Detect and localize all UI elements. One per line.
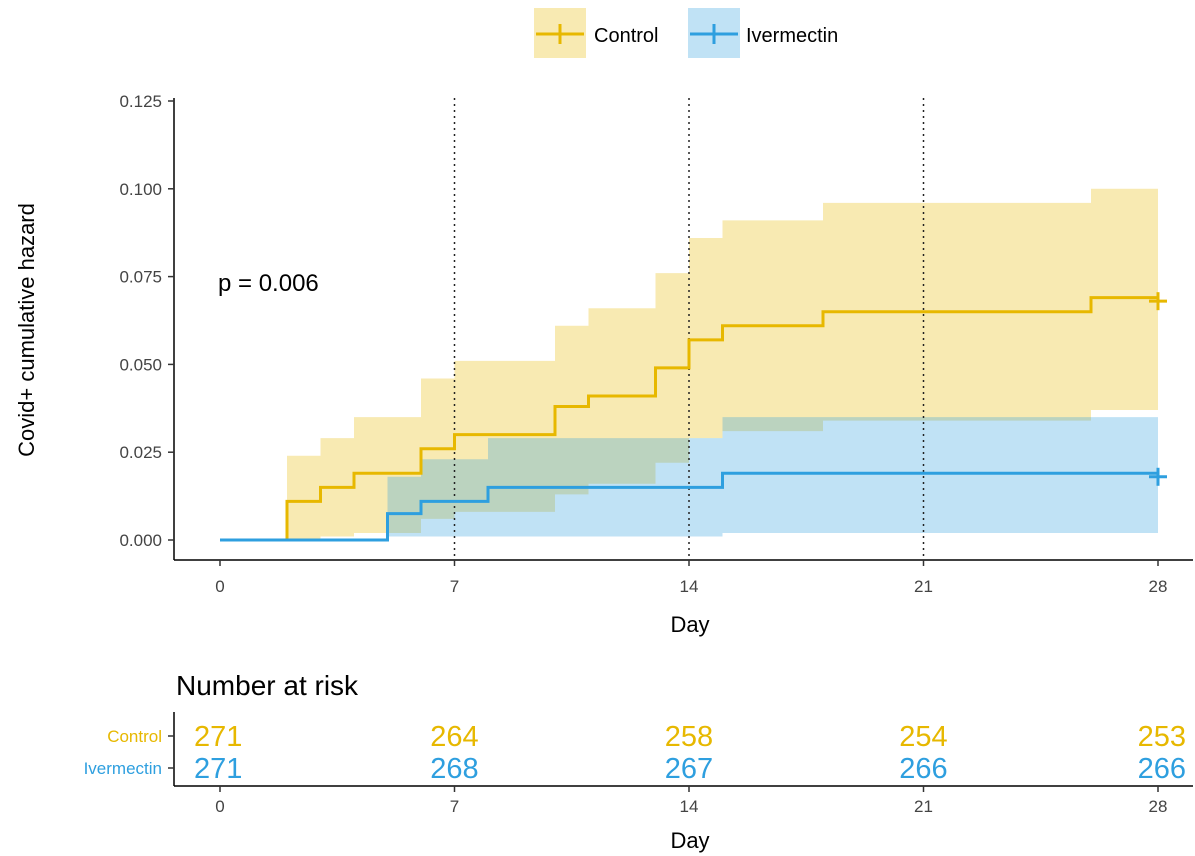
legend-item-control: Control bbox=[534, 8, 658, 58]
y-tick-label: 0.100 bbox=[119, 180, 162, 199]
risk-count: 268 bbox=[430, 753, 478, 785]
series-line-ivermectin bbox=[220, 471, 1158, 542]
risk-count: 264 bbox=[430, 721, 478, 753]
y-tick-label: 0.075 bbox=[119, 268, 162, 287]
censor-mark-control bbox=[1149, 292, 1167, 311]
legend-label: Ivermectin bbox=[746, 25, 838, 47]
legend: Control Ivermectin bbox=[534, 8, 838, 58]
risk-count: 254 bbox=[899, 721, 947, 753]
risk-x-tick-label: 28 bbox=[1149, 797, 1168, 816]
risk-count: 271 bbox=[194, 753, 242, 785]
risk-count: 258 bbox=[665, 721, 713, 753]
risk-table: Number at risk Control 271 264 258 254 253 Iver… bbox=[84, 670, 1193, 853]
risk-x-tick-label: 0 bbox=[215, 797, 224, 816]
x-axis-title: Day bbox=[670, 612, 709, 637]
risk-count: 267 bbox=[665, 753, 713, 785]
censor-mark-ivermectin bbox=[1149, 467, 1167, 486]
legend-label: Control bbox=[594, 25, 658, 47]
p-value-annotation: p = 0.006 bbox=[218, 270, 319, 297]
x-tick-label: 0 bbox=[215, 577, 224, 596]
y-tick-label: 0.050 bbox=[119, 355, 162, 374]
risk-x-axis-title: Day bbox=[670, 828, 709, 853]
y-axis-title: Covid+ cumulative hazard bbox=[14, 203, 39, 457]
legend-item-ivermectin: Ivermectin bbox=[688, 8, 838, 58]
risk-table-title: Number at risk bbox=[176, 670, 359, 701]
risk-x-tick-label: 14 bbox=[680, 797, 699, 816]
risk-row-label: Control bbox=[107, 727, 162, 746]
x-tick-label: 28 bbox=[1149, 577, 1168, 596]
risk-count: 266 bbox=[899, 753, 947, 785]
risk-x-tick-label: 7 bbox=[450, 797, 459, 816]
risk-row-label: Ivermectin bbox=[84, 759, 162, 778]
series-line-control bbox=[220, 296, 1158, 542]
risk-count: 271 bbox=[194, 721, 242, 753]
main-plot: 0.000 0.025 0.050 0.075 0.100 0.125 0 7 14 21 28 Da… bbox=[14, 92, 1193, 637]
risk-x-tick-label: 21 bbox=[914, 797, 933, 816]
y-tick-label: 0.025 bbox=[119, 443, 162, 462]
x-tick-label: 14 bbox=[680, 577, 699, 596]
x-tick-label: 21 bbox=[914, 577, 933, 596]
risk-count: 266 bbox=[1138, 753, 1186, 785]
y-tick-label: 0.000 bbox=[119, 531, 162, 550]
x-tick-label: 7 bbox=[450, 577, 459, 596]
risk-count: 253 bbox=[1138, 721, 1186, 753]
y-tick-label: 0.125 bbox=[119, 92, 162, 111]
